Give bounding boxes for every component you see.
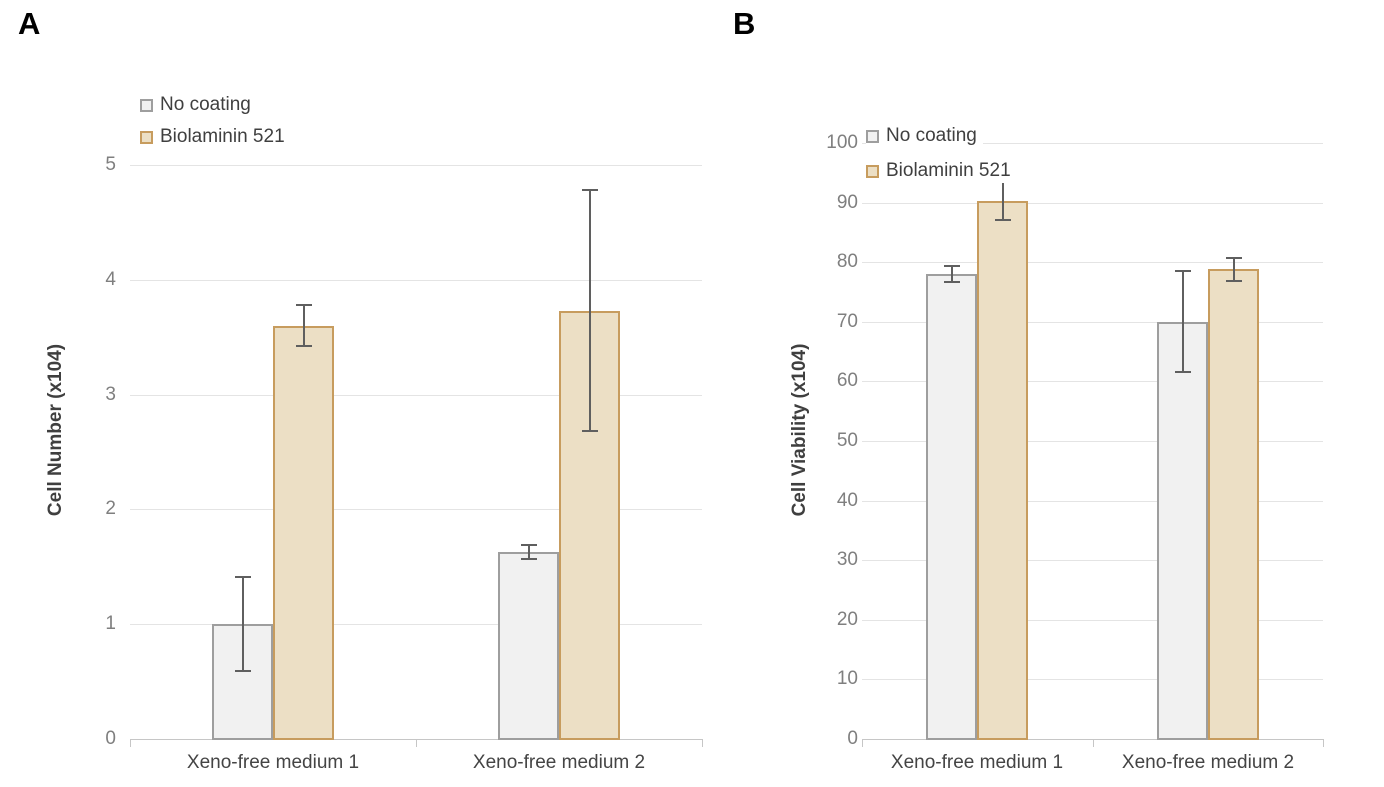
legend-label: Biolaminin 521 bbox=[160, 126, 285, 147]
error-bar-no-coating-xeno-free-medium-1 bbox=[951, 266, 953, 282]
error-bar-biolaminin-521-xeno-free-medium-2 bbox=[1233, 258, 1235, 281]
error-bar-cap-top bbox=[521, 544, 537, 546]
gridline bbox=[862, 501, 1323, 502]
gridline bbox=[862, 143, 1323, 144]
error-bar-no-coating-xeno-free-medium-2 bbox=[1182, 271, 1184, 372]
error-bar-cap-bottom bbox=[235, 670, 251, 672]
error-bar-biolaminin-521-xeno-free-medium-1 bbox=[1002, 181, 1004, 220]
y-tick-label: 60 bbox=[836, 370, 858, 391]
y-tick-label: 100 bbox=[826, 132, 858, 153]
gridline bbox=[862, 441, 1323, 442]
x-category-label-xeno-free-medium-2: Xeno-free medium 2 bbox=[1121, 752, 1295, 773]
y-tick-label: 20 bbox=[836, 609, 858, 630]
error-bar-cap-bottom bbox=[1226, 280, 1242, 282]
error-bar-no-coating-xeno-free-medium-2 bbox=[528, 545, 530, 559]
y-tick-label: 10 bbox=[836, 668, 858, 689]
x-axis-tick bbox=[416, 739, 417, 747]
x-category-label-xeno-free-medium-1: Xeno-free medium 1 bbox=[890, 752, 1064, 773]
bar-biolaminin-521-xeno-free-medium-2 bbox=[1208, 269, 1259, 740]
error-bar-cap-top bbox=[296, 304, 312, 306]
x-category-label-xeno-free-medium-2: Xeno-free medium 2 bbox=[472, 752, 646, 773]
gridline bbox=[130, 509, 702, 510]
legend-item-no-coating: No coating bbox=[140, 93, 257, 117]
bar-biolaminin-521-xeno-free-medium-1 bbox=[273, 326, 334, 740]
y-tick-label: 0 bbox=[105, 728, 116, 749]
y-tick-label: 5 bbox=[105, 154, 116, 175]
error-bar-cap-top bbox=[1226, 257, 1242, 259]
x-axis-line bbox=[862, 739, 1323, 740]
error-bar-cap-bottom bbox=[296, 345, 312, 347]
y-tick-label: 90 bbox=[836, 192, 858, 213]
legend-swatch-biolaminin-521 bbox=[866, 164, 879, 178]
x-axis-tick bbox=[702, 739, 703, 747]
gridline bbox=[130, 624, 702, 625]
gridline bbox=[130, 165, 702, 166]
y-tick-label: 3 bbox=[105, 384, 116, 405]
legend-item-biolaminin-521: Biolaminin 521 bbox=[140, 125, 291, 149]
legend-swatch-no-coating bbox=[140, 98, 153, 112]
x-axis-tick bbox=[130, 739, 131, 747]
y-tick-label: 50 bbox=[836, 430, 858, 451]
y-tick-label: 80 bbox=[836, 251, 858, 272]
gridline bbox=[862, 262, 1323, 263]
y-axis-title: Cell Viability (x104) bbox=[789, 343, 810, 517]
bar-no-coating-xeno-free-medium-1 bbox=[926, 274, 977, 740]
legend-label: Biolaminin 521 bbox=[886, 160, 1011, 181]
panel-b-letter: B bbox=[733, 6, 756, 41]
y-tick-label: 4 bbox=[105, 269, 116, 290]
legend-item-biolaminin-521: Biolaminin 521 bbox=[866, 159, 1017, 183]
error-bar-no-coating-xeno-free-medium-1 bbox=[242, 577, 244, 671]
bar-no-coating-xeno-free-medium-2 bbox=[1157, 322, 1208, 740]
x-axis-tick bbox=[862, 739, 863, 747]
gridline bbox=[862, 322, 1323, 323]
gridline bbox=[862, 381, 1323, 382]
error-bar-cap-top bbox=[582, 189, 598, 191]
legend-item-no-coating: No coating bbox=[866, 124, 983, 148]
x-axis-tick bbox=[1093, 739, 1094, 747]
gridline bbox=[862, 560, 1323, 561]
gridline bbox=[130, 395, 702, 396]
panel-a-letter: A bbox=[18, 6, 41, 41]
gridline bbox=[130, 280, 702, 281]
error-bar-cap-bottom bbox=[582, 430, 598, 432]
error-bar-biolaminin-521-xeno-free-medium-2 bbox=[589, 190, 591, 431]
error-bar-cap-bottom bbox=[995, 219, 1011, 221]
error-bar-cap-top bbox=[235, 576, 251, 578]
error-bar-cap-bottom bbox=[521, 558, 537, 560]
y-tick-label: 40 bbox=[836, 490, 858, 511]
error-bar-biolaminin-521-xeno-free-medium-1 bbox=[303, 305, 305, 346]
error-bar-cap-top bbox=[944, 265, 960, 267]
y-tick-label: 30 bbox=[836, 549, 858, 570]
y-tick-label: 0 bbox=[847, 728, 858, 749]
bar-biolaminin-521-xeno-free-medium-1 bbox=[977, 201, 1028, 740]
legend-swatch-biolaminin-521 bbox=[140, 130, 153, 144]
gridline bbox=[862, 203, 1323, 204]
legend-swatch-no-coating bbox=[866, 129, 879, 143]
legend-label: No coating bbox=[160, 94, 251, 115]
x-axis-tick bbox=[1323, 739, 1324, 747]
gridline bbox=[862, 620, 1323, 621]
gridline bbox=[862, 679, 1323, 680]
y-tick-label: 70 bbox=[836, 311, 858, 332]
y-tick-label: 1 bbox=[105, 613, 116, 634]
error-bar-cap-bottom bbox=[1175, 371, 1191, 373]
legend-label: No coating bbox=[886, 125, 977, 146]
error-bar-cap-bottom bbox=[944, 281, 960, 283]
error-bar-cap-top bbox=[1175, 270, 1191, 272]
y-tick-label: 2 bbox=[105, 498, 116, 519]
x-category-label-xeno-free-medium-1: Xeno-free medium 1 bbox=[186, 752, 360, 773]
